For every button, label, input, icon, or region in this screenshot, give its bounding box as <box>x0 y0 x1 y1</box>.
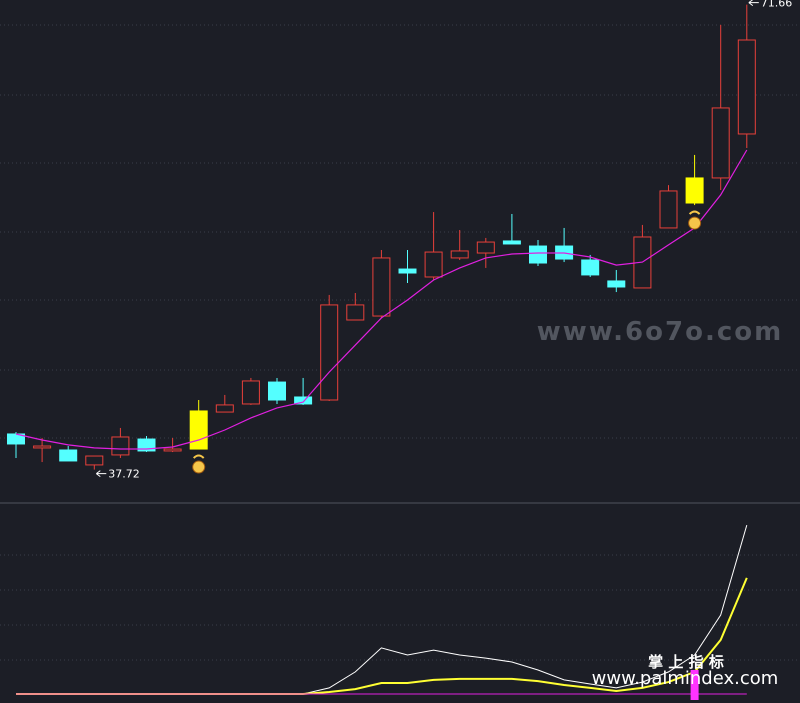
ma-line <box>15 149 748 450</box>
signal-bar <box>690 669 699 700</box>
candle-body <box>372 257 391 317</box>
candle-body <box>581 259 600 276</box>
candle-body <box>424 251 443 278</box>
candle-body <box>111 436 130 456</box>
candle-body <box>320 304 339 401</box>
candle-body <box>85 455 104 466</box>
signal-icon <box>688 210 701 215</box>
watermark: 掌 上 指 标 <box>648 653 724 671</box>
candle-body <box>346 304 365 321</box>
signal-icon <box>688 216 702 230</box>
candle-body <box>215 404 234 413</box>
candle-body <box>137 438 156 452</box>
annotation-arrow <box>96 470 107 477</box>
candle-body <box>685 177 704 204</box>
signal-icon <box>192 454 205 459</box>
candle-body <box>33 445 52 449</box>
candle-body <box>294 396 313 405</box>
candle-body <box>450 250 469 259</box>
candle-body <box>59 449 78 462</box>
candle-body <box>268 381 286 401</box>
annotation-arrow <box>748 0 759 7</box>
watermark: www.palmindex.com <box>592 668 779 689</box>
candle-body <box>502 240 521 245</box>
candle-body <box>7 433 25 445</box>
watermark: www.6o7o.com <box>537 317 783 347</box>
candle-body <box>659 190 678 229</box>
candle-body <box>189 410 208 450</box>
price-annotation: 71.66 <box>761 0 793 10</box>
candle-body <box>398 268 417 274</box>
candle-body <box>737 39 756 135</box>
signal-icon <box>192 460 206 474</box>
candle-body <box>163 448 182 452</box>
candle-body <box>711 107 730 179</box>
candle-body <box>607 280 626 288</box>
candle-body <box>529 245 547 264</box>
candle-body <box>476 241 495 254</box>
price-annotation: 37.72 <box>108 468 140 481</box>
grid <box>0 24 800 661</box>
candle-body <box>241 380 260 405</box>
